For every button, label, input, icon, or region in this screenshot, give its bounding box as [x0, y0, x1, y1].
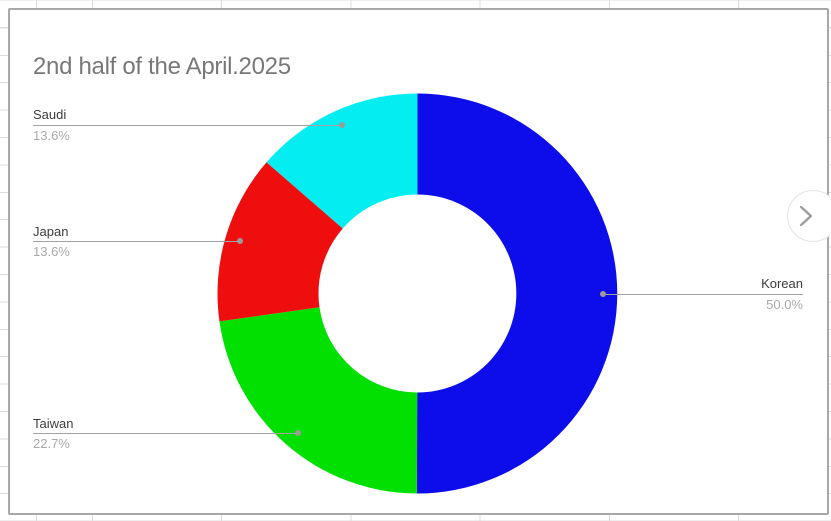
slice-value: 13.6% [33, 244, 70, 259]
callout-saudi: Saudi [33, 107, 66, 122]
leader-line-japan [33, 241, 241, 242]
leader-line-taiwan [33, 433, 299, 434]
leader-dot-japan [237, 238, 243, 244]
donut-slice-taiwan[interactable] [219, 307, 418, 494]
slice-label: Taiwan [33, 416, 74, 431]
callout-korean: Korean [683, 276, 803, 291]
chevron-right-icon [799, 205, 813, 227]
donut-slice-korean[interactable] [416, 93, 618, 494]
leader-dot-saudi [339, 122, 345, 128]
slice-label: Korean [761, 276, 803, 291]
callout-taiwan-value: 22.7% [33, 436, 70, 451]
callout-japan-value: 13.6% [33, 244, 70, 259]
slice-label: Japan [33, 224, 69, 239]
slice-value: 50.0% [766, 297, 803, 312]
donut-slice-saudi[interactable] [266, 93, 418, 229]
callout-taiwan: Taiwan [33, 416, 73, 431]
leader-dot-taiwan [295, 430, 301, 436]
leader-line-saudi [33, 125, 343, 126]
next-chart-button[interactable] [787, 190, 831, 242]
callout-japan: Japan [33, 224, 68, 239]
leader-line-korean [603, 294, 803, 295]
callout-saudi-value: 13.6% [33, 128, 70, 143]
donut-slice-japan[interactable] [217, 162, 343, 322]
slice-label: Saudi [33, 107, 67, 122]
leader-dot-korean [600, 291, 606, 297]
callout-korean-value: 50.0% [683, 297, 803, 312]
slice-value: 13.6% [33, 128, 70, 143]
slice-value: 22.7% [33, 436, 70, 451]
chart-title: 2nd half of the April.2025 [33, 53, 291, 80]
